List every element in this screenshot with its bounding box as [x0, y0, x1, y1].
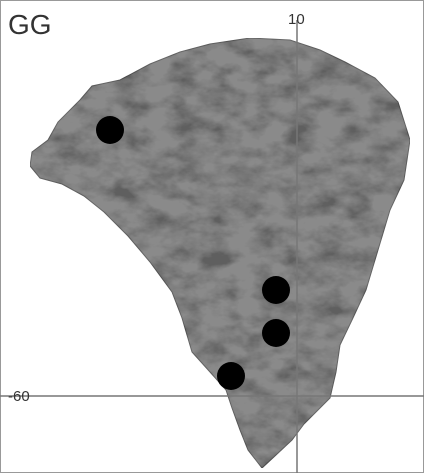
occurrence-dot — [96, 116, 124, 144]
occurrence-dot — [217, 362, 245, 390]
map-label: GG — [8, 9, 52, 40]
occurrence-dot — [262, 319, 290, 347]
grid-label: 10 — [288, 11, 305, 28]
occurrence-dot — [262, 276, 290, 304]
grid-label: -60 — [8, 388, 30, 405]
map: GG 10 -60 — [0, 0, 424, 473]
